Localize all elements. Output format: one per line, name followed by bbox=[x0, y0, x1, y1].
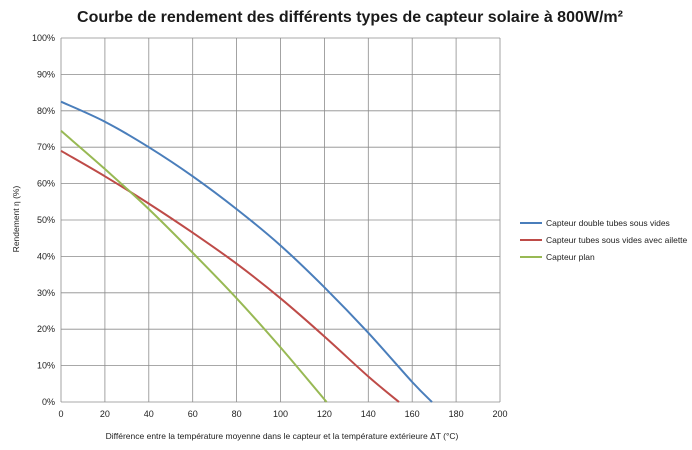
legend-entry: Capteur tubes sous vides avec ailette bbox=[546, 235, 688, 245]
x-tick-label: 180 bbox=[449, 409, 464, 419]
chart-title: Courbe de rendement des différents types… bbox=[77, 9, 623, 26]
legend-entry: Capteur double tubes sous vides bbox=[546, 218, 670, 228]
legend-entry: Capteur plan bbox=[546, 252, 595, 262]
series-line-1 bbox=[60, 100, 433, 403]
y-tick-label: 50% bbox=[37, 215, 55, 225]
x-tick-label: 80 bbox=[232, 409, 242, 419]
y-tick-label: 0% bbox=[42, 397, 55, 407]
y-tick-label: 100% bbox=[32, 33, 55, 43]
plot-series bbox=[60, 100, 433, 403]
legend: Capteur double tubes sous vides Capteur t… bbox=[520, 218, 688, 262]
grid bbox=[60, 37, 501, 403]
y-tick-label: 20% bbox=[37, 324, 55, 334]
y-tick-label: 40% bbox=[37, 251, 55, 261]
y-tick-label: 70% bbox=[37, 142, 55, 152]
x-tick-label: 100 bbox=[273, 409, 288, 419]
x-tick-label: 140 bbox=[361, 409, 376, 419]
series-line-2 bbox=[60, 149, 400, 403]
y-tick-label: 60% bbox=[37, 179, 55, 189]
x-tick-label: 160 bbox=[405, 409, 420, 419]
y-tick-label: 90% bbox=[37, 69, 55, 79]
y-tick-label: 30% bbox=[37, 288, 55, 298]
y-tick-label: 10% bbox=[37, 361, 55, 371]
tick-labels: 0% 10% 20% 30% 40% 50% 60% 70% 80% 90% 100% 0 20 40 60… bbox=[32, 33, 508, 419]
x-tick-label: 60 bbox=[188, 409, 198, 419]
y-axis-label: Rendement η (%) bbox=[11, 186, 21, 253]
y-tick-label: 80% bbox=[37, 106, 55, 116]
x-tick-label: 120 bbox=[317, 409, 332, 419]
series-line-3 bbox=[60, 130, 328, 403]
x-tick-label: 40 bbox=[144, 409, 154, 419]
x-tick-label: 0 bbox=[58, 409, 63, 419]
x-tick-label: 20 bbox=[100, 409, 110, 419]
x-axis-label: Différence entre la température moyenne … bbox=[106, 431, 459, 441]
x-tick-label: 200 bbox=[492, 409, 507, 419]
